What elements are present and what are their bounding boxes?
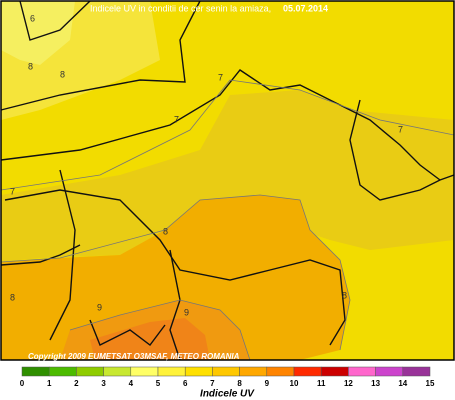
map: 6 8 8 7 7 7 7 8 8 8 9 9 [0,0,455,361]
legend-swatch [293,366,322,377]
contour-label: 8 [28,61,33,71]
legend-swatch [103,366,132,377]
contour-label: 8 [163,226,168,236]
legend-tick-label: 7 [210,379,215,388]
contour-label: 6 [30,13,35,23]
contour-label: 8 [342,290,347,300]
legend-swatch [130,366,159,377]
contour-label: 7 [218,72,223,82]
legend-tick-label: 12 [344,379,353,388]
legend-swatch [402,366,431,377]
legend-swatch [184,366,213,377]
legend-tick-label: 15 [426,379,435,388]
legend-tick-label: 11 [317,379,326,388]
legend-tick-label: 9 [265,379,270,388]
zone-9b [90,318,210,360]
contour-label: 7 [174,114,179,124]
legend-swatch [375,366,404,377]
contour-label: 7 [398,124,403,134]
legend-swatch [21,366,50,377]
contour-label: 7 [10,186,15,196]
legend-swatch [266,366,295,377]
legend-swatch [348,366,376,377]
legend-tick-label: 6 [183,379,188,388]
legend-swatch [320,366,349,377]
contour-label: 8 [60,69,65,79]
borders [0,0,455,361]
legend-tick-label: 13 [371,379,380,388]
map-frame [0,0,455,361]
contour-label: 8 [10,292,15,302]
legend-swatch [76,366,104,377]
zone-lightest [1,1,75,65]
legend-swatch [48,366,77,377]
legend-tick-label: 1 [47,379,52,388]
legend-title: Indicele UV [200,389,255,400]
legend-tick-label: 10 [290,379,299,388]
legend-tick-label: 2 [74,379,79,388]
legend-swatch [157,366,186,377]
legend-tick-label: 8 [237,379,242,388]
contour-label: 9 [97,302,102,312]
legend-tick-label: 5 [156,379,161,388]
title-date: 05.07.2014 [283,3,328,13]
legend-tick-label: 0 [20,379,25,388]
legend-tick-label: 4 [129,379,134,388]
copyright: Copyright 2009 EUMETSAT O3MSAF, METEO RO… [28,352,240,361]
contours [0,79,455,361]
legend-tick-label: 14 [398,379,407,388]
contour-label: 9 [184,307,189,317]
title: Indicele UV in conditii de cer senin la … [90,3,271,13]
legend-swatch [239,366,268,377]
legend-tick-label: 3 [101,379,106,388]
zone-7 [1,90,454,262]
legend: 0 1 2 3 4 5 6 7 8 9 10 11 12 13 14 15 [20,366,435,388]
legend-swatch [212,366,240,377]
